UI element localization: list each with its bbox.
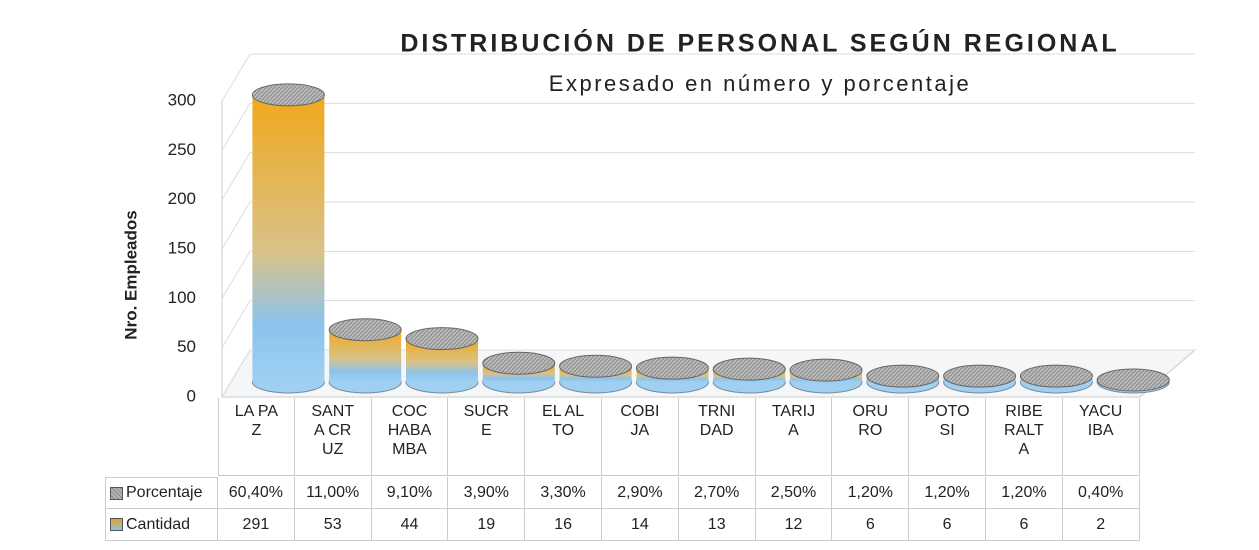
bar-top <box>482 351 556 375</box>
category-cell: COCHABAMBA <box>371 398 449 476</box>
bar <box>635 356 709 394</box>
y-axis-label: Nro. Empleados <box>121 210 140 339</box>
bar-top <box>328 318 402 342</box>
category-label: TARIJA <box>771 403 816 439</box>
bar <box>251 83 325 394</box>
grid-line <box>221 349 1195 398</box>
category-label: COCHABAMBA <box>387 403 432 458</box>
table-value: 6 <box>986 509 1063 541</box>
table-value: 3,90% <box>448 477 526 509</box>
grid-line <box>221 250 1195 299</box>
category-label: LA PAZ <box>234 403 279 439</box>
grid-line <box>221 201 1195 250</box>
bar <box>943 364 1017 394</box>
table-value: 53 <box>294 509 372 541</box>
category-label: RIBERALTA <box>1004 403 1044 458</box>
legend-label: Porcentaje <box>126 484 203 501</box>
category-cell: SANTA CRUZ <box>294 398 372 476</box>
table-value: 0,40% <box>1062 477 1140 509</box>
legend-key <box>110 518 123 531</box>
chart-subtitle: Expresado en número y porcentaje <box>549 71 971 96</box>
category-label: COBIJA <box>620 403 660 439</box>
legend-entry: Porcentaje <box>105 477 218 509</box>
category-label: POTOSI <box>924 403 970 439</box>
y-tick-label: 50 <box>177 337 196 356</box>
table-value: 1,20% <box>986 477 1063 509</box>
grid-line <box>221 102 1195 151</box>
table-value: 6 <box>832 509 910 541</box>
category-cell: LA PAZ <box>218 398 295 476</box>
bar-top <box>1096 368 1170 392</box>
table-value: 12 <box>755 509 833 541</box>
table-value: 19 <box>448 509 526 541</box>
category-cell: POTOSI <box>909 398 986 476</box>
bar-top <box>943 364 1017 388</box>
table-value: 14 <box>602 509 679 541</box>
bar <box>789 358 863 394</box>
bar <box>405 327 479 394</box>
bar <box>328 318 402 394</box>
category-cell: COBIJA <box>602 398 679 476</box>
category-label: SANTA CRUZ <box>311 403 355 458</box>
table-value: 13 <box>678 509 756 541</box>
category-label: EL ALTO <box>542 403 585 439</box>
bar-top <box>712 357 786 381</box>
bar <box>1096 368 1170 394</box>
table-value: 2,90% <box>602 477 679 509</box>
bar-top <box>789 358 863 382</box>
category-cell: TARIJA <box>755 398 833 476</box>
y-tick-label: 300 <box>168 90 196 109</box>
bar <box>559 354 633 394</box>
category-cell: TRNIDAD <box>678 398 756 476</box>
legend-entry: Cantidad <box>105 509 218 541</box>
chart-title: DISTRIBUCIÓN DE PERSONAL SEGÚN REGIONAL <box>400 28 1119 58</box>
y-tick-label: 150 <box>168 238 196 257</box>
table-value: 44 <box>371 509 449 541</box>
bar <box>482 351 556 394</box>
category-label: SUCRE <box>463 403 509 439</box>
category-cell: RIBERALTA <box>986 398 1063 476</box>
table-value: 291 <box>218 509 295 541</box>
bar <box>1019 364 1093 394</box>
table-value: 11,00% <box>294 477 372 509</box>
bar-top <box>866 364 940 388</box>
y-tick-label: 100 <box>168 288 196 307</box>
y-tick-label: 200 <box>168 189 196 208</box>
bar <box>866 364 940 394</box>
category-cell: YACUIBA <box>1062 398 1140 476</box>
table-value: 1,20% <box>909 477 986 509</box>
category-cell: SUCRE <box>448 398 526 476</box>
category-cell: ORURO <box>832 398 910 476</box>
grid-line <box>221 300 1195 348</box>
bar-body <box>252 94 325 382</box>
table-value: 60,40% <box>218 477 295 509</box>
legend-label: Cantidad <box>126 515 191 533</box>
bar-top <box>559 354 633 378</box>
grid-line <box>221 152 1195 200</box>
bar-top <box>405 327 479 351</box>
table-value: 2,50% <box>755 477 833 509</box>
y-tick-label: 250 <box>168 140 196 159</box>
table-value: 9,10% <box>371 477 449 509</box>
table-value: 2,70% <box>678 477 756 509</box>
table-value: 2 <box>1062 509 1140 541</box>
grid-line <box>221 53 1195 102</box>
category-label: TRNIDAD <box>698 403 736 439</box>
category-label: YACUIBA <box>1079 403 1123 439</box>
category-label: ORURO <box>852 403 889 439</box>
table-value: 16 <box>525 509 602 541</box>
table-value: 1,20% <box>832 477 910 509</box>
bar-top <box>251 83 325 107</box>
bar <box>712 357 786 394</box>
bar-top <box>635 356 709 380</box>
bar-top <box>1019 364 1093 388</box>
legend-key <box>110 486 123 500</box>
table-value: 6 <box>909 509 986 541</box>
y-tick-label: 0 <box>187 386 196 405</box>
table-value: 3,30% <box>525 477 602 509</box>
category-cell: EL ALTO <box>525 398 602 476</box>
